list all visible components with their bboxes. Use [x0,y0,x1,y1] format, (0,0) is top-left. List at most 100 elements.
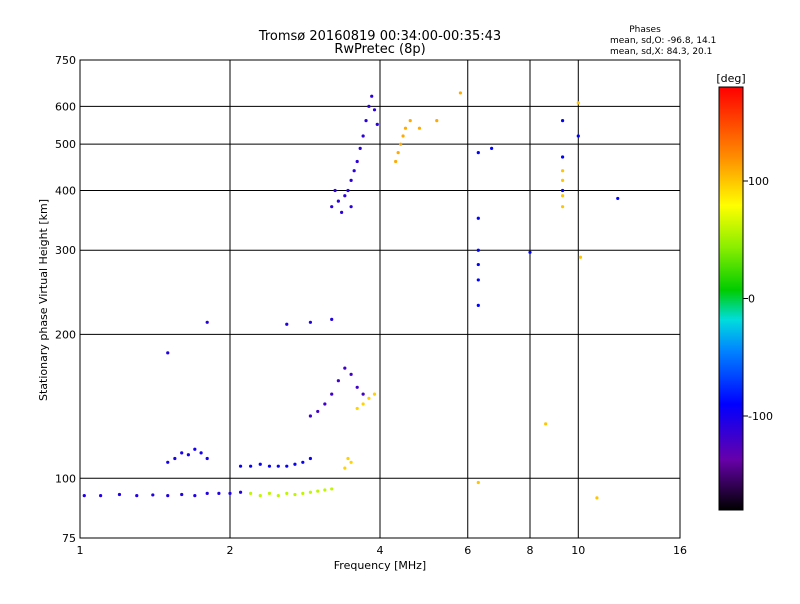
echo-point [403,126,408,130]
echo-point [576,134,580,138]
echo-point [349,178,353,182]
echo-point [435,119,439,123]
x-tick-label: 1 [77,544,84,557]
echo-point [293,462,297,466]
echo-point [576,101,580,105]
echo-point [560,205,565,209]
echo-point [193,493,197,498]
echo-point [308,320,313,324]
echo-point [417,126,422,130]
colorbar-tick-label: 0 [748,293,755,306]
y-tick-label: 750 [55,54,76,67]
echo-point [560,119,565,123]
colorbar-tick-label: 100 [748,175,769,188]
echo-point [166,351,170,355]
echo-point [330,317,334,321]
phase-stats-x: mean, sd,X: 84.3, 20.1 [610,47,712,57]
echo-point [199,451,203,455]
echo-point [361,392,365,396]
y-axis-label: Stationary phase Virtual Height [km] [37,199,50,401]
echo-point [308,490,313,494]
echo-point [267,491,272,495]
echo-point [458,91,463,95]
echo-point [180,492,184,497]
echo-point [372,392,377,396]
echo-point [135,493,139,498]
echo-point [166,460,170,464]
colorbar-ticks: 100 0 -100 [743,175,773,423]
echo-point [476,216,480,220]
echo-point [355,385,359,389]
echo-point [349,205,353,209]
echo-point [166,493,170,498]
echo-point [578,255,583,259]
echo-point [316,489,320,493]
echo-point [375,122,379,126]
echo-point [117,492,122,497]
echo-point [367,396,371,400]
y-tick-label: 300 [55,244,76,257]
echo-point [340,210,344,214]
echo-point [285,322,289,326]
echo-point [349,460,353,464]
echo-point [560,169,565,173]
echo-point [343,466,347,470]
echo-point [82,493,86,498]
echo-point [396,151,400,155]
echo-point [476,262,480,267]
echo-point [528,250,532,254]
phase-stats-o: mean, sd,O: -96.8, 14.1 [610,36,716,46]
echo-point [217,491,221,495]
echo-point [394,159,398,164]
echo-point [249,464,253,468]
echo-point [476,303,480,307]
echo-point [399,142,403,146]
echo-point [401,134,405,138]
echo-point [186,453,190,457]
echo-point [285,464,289,468]
echo-point [595,496,599,500]
echo-point [258,493,262,498]
echo-point [205,456,209,461]
chart-subtitle: RwPretec (8p) [334,42,425,57]
echo-point [301,491,305,495]
echo-point [343,366,347,370]
echo-point [476,278,480,282]
x-axis-label: Frequency [MHz] [334,559,426,572]
echo-point [361,134,365,138]
echo-point [276,464,280,468]
echo-point [408,119,412,123]
echo-point [560,155,565,159]
plot-area: 1 2 4 6 8 10 16 75 100 200 300 400 500 600 750 [55,54,687,557]
y-tick-label: 75 [62,532,76,545]
echo-point [367,104,371,108]
echo-point [346,456,350,461]
echo-point [193,447,197,451]
echo-point [330,205,334,209]
echo-point [276,493,280,498]
colorbar [718,86,744,511]
echo-point [330,487,334,491]
y-tick-label: 500 [55,138,76,151]
echo-point [249,491,253,495]
echo-point [267,464,272,468]
echo-point [352,169,356,173]
echo-point [330,392,334,396]
echo-point [99,493,103,498]
echo-point [490,146,494,150]
echo-point [364,119,368,123]
echo-point [173,456,177,461]
echo-point [323,488,327,492]
echo-point [301,460,305,464]
echo-point [336,199,340,203]
echo-point [180,451,184,455]
echo-point [358,146,362,150]
echo-point [205,491,209,495]
echo-point [238,464,243,468]
colorbar-tick-label: -100 [748,410,773,423]
x-tick-label: 2 [227,544,234,557]
y-tick-label: 200 [55,328,76,341]
echo-point [560,188,565,193]
echo-point [205,320,209,324]
y-tick-label: 600 [55,100,76,113]
